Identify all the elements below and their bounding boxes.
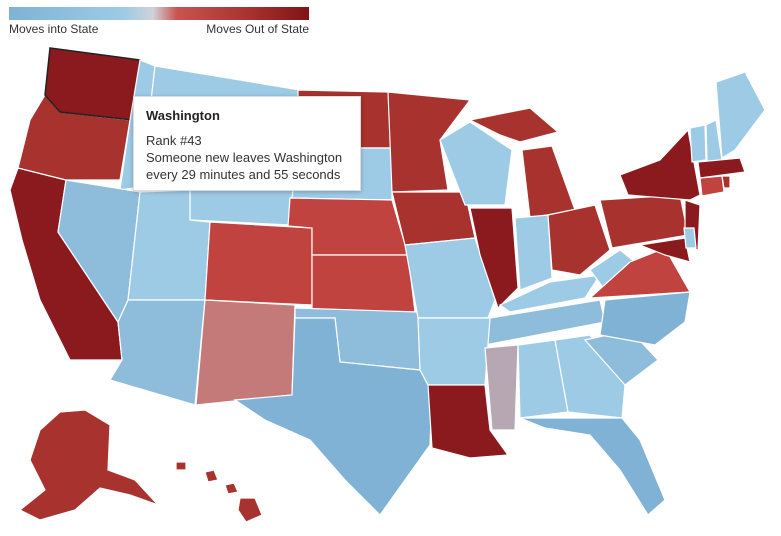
state-maine[interactable] (715, 71, 766, 160)
state-mississippi[interactable] (484, 344, 519, 431)
state-arizona[interactable] (109, 299, 206, 406)
tooltip-rank: Rank #43 (146, 133, 202, 148)
state-colorado[interactable] (204, 221, 313, 306)
state-minnesota[interactable] (387, 91, 472, 193)
state-washington[interactable] (44, 47, 141, 121)
legend-right-label: Moves Out of State (206, 22, 309, 36)
state-rhode-island[interactable] (721, 175, 731, 189)
state-arkansas[interactable] (417, 317, 491, 386)
state-kansas[interactable] (311, 254, 416, 313)
state-maryland[interactable] (637, 237, 691, 263)
legend: Moves into State Moves Out of State (9, 7, 309, 36)
tooltip-title: Washington (146, 108, 220, 123)
state-new-mexico[interactable] (195, 299, 296, 406)
state-illinois[interactable] (469, 207, 519, 310)
legend-left-label: Moves into State (9, 22, 99, 36)
state-wisconsin[interactable] (439, 121, 513, 206)
state-vermont[interactable] (689, 124, 707, 163)
state-tooltip: Washington Rank #43 Someone new leaves W… (133, 96, 361, 191)
state-texas[interactable] (233, 317, 433, 516)
state-delaware[interactable] (683, 227, 697, 249)
state-kentucky[interactable] (498, 274, 602, 313)
state-missouri[interactable] (404, 237, 496, 319)
state-massachusetts[interactable] (697, 157, 746, 179)
tooltip-detail-line2: every 29 minutes and 55 seconds (146, 167, 341, 182)
state-north-carolina[interactable] (599, 291, 691, 346)
state-louisiana[interactable] (427, 384, 510, 459)
state-georgia[interactable] (554, 334, 626, 419)
state-new-york[interactable] (619, 128, 701, 201)
state-hawaii[interactable] (175, 461, 263, 523)
state-connecticut[interactable] (699, 175, 725, 197)
state-alaska[interactable] (18, 409, 159, 521)
tooltip-detail-line1: Someone new leaves Washington (146, 150, 343, 165)
state-indiana[interactable] (514, 214, 553, 291)
state-florida[interactable] (519, 417, 666, 516)
state-ohio[interactable] (547, 204, 611, 276)
legend-gradient-bar (9, 7, 309, 20)
